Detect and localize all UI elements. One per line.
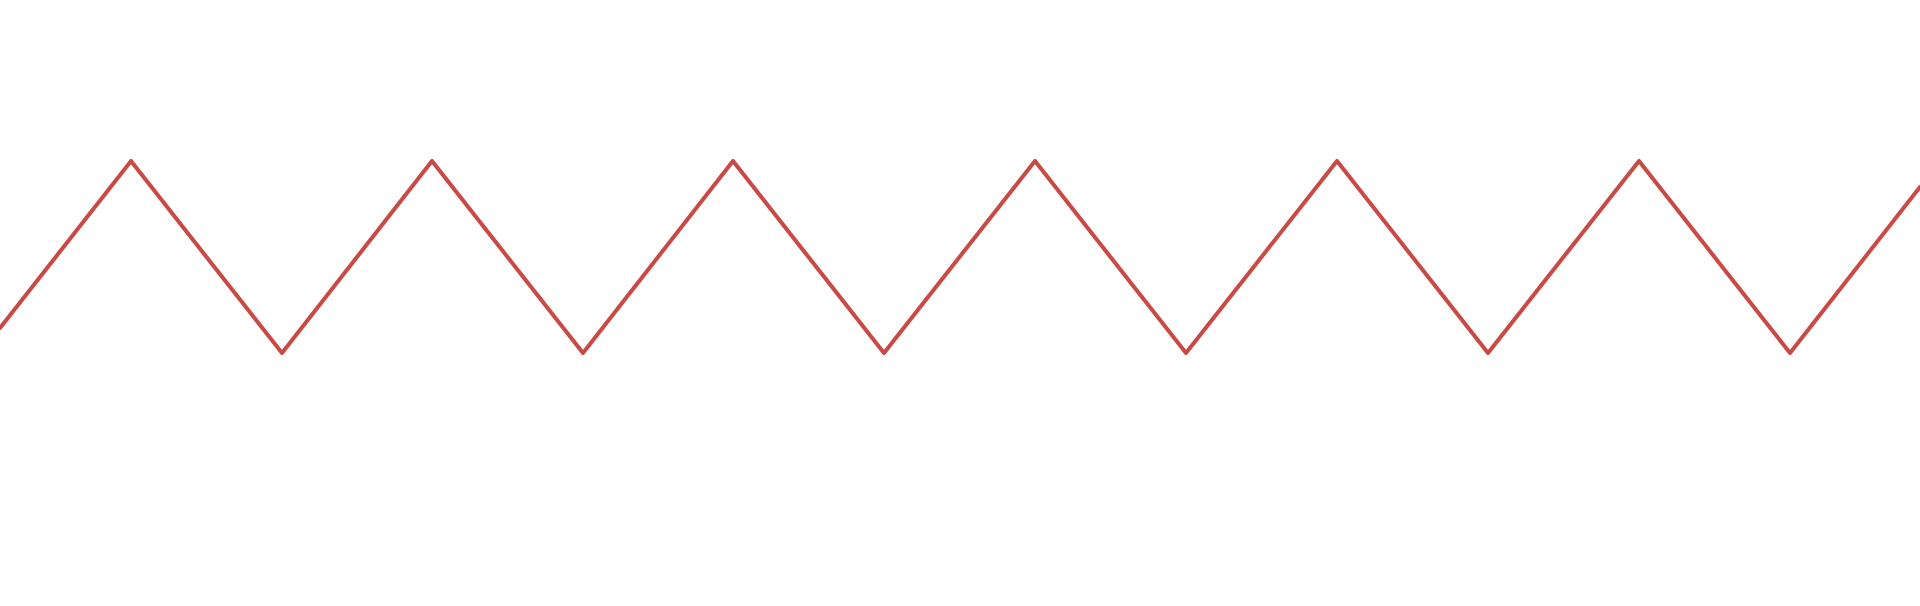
zigzag-line (0, 159, 1920, 355)
